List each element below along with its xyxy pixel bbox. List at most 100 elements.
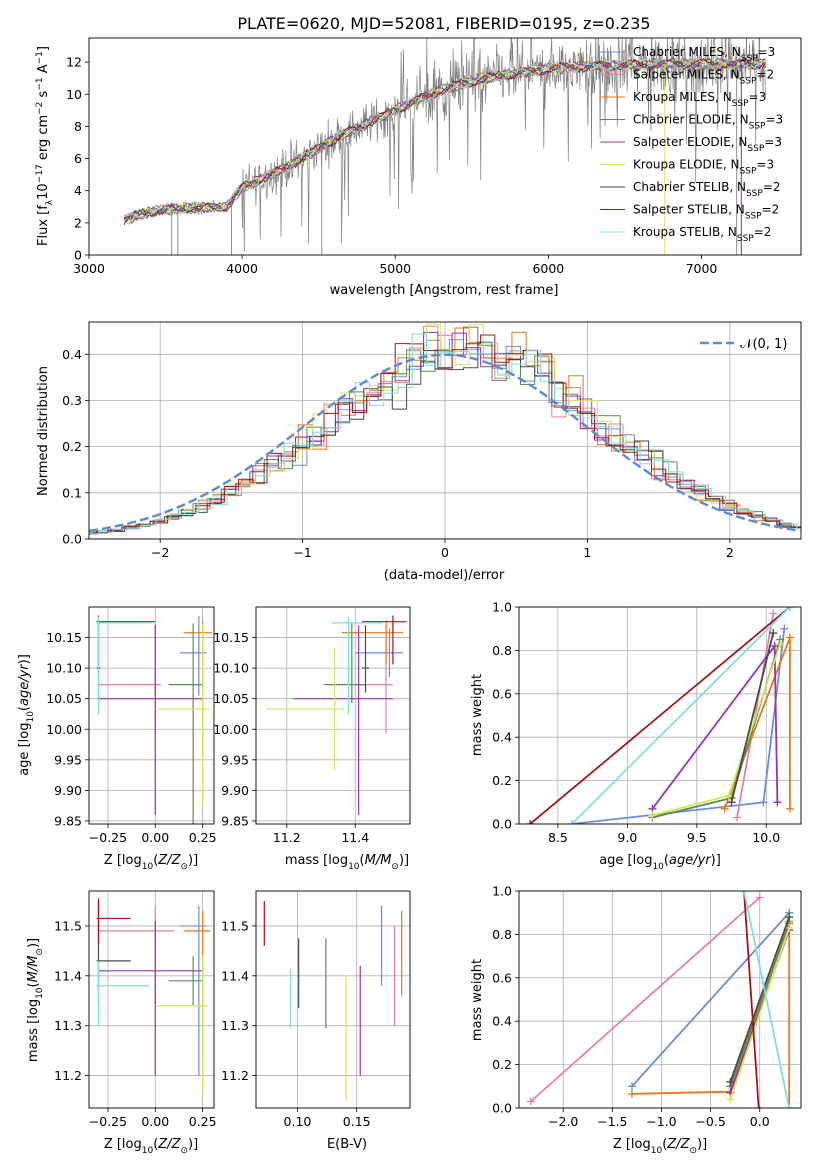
gaussian-curve [89,353,799,533]
y-tick-label: 1.0 [492,600,512,615]
y-tick-label: 10.00 [46,722,82,737]
marker [785,913,794,922]
errorbar-salpeter-elodie [98,920,203,1076]
x-tick-label: 4000 [226,261,258,276]
x-tick-label: 8.5 [548,830,568,845]
y-tick-label: 1.0 [492,884,512,899]
y-tick-label: 0.4 [62,347,82,362]
marker [648,811,657,820]
marker [780,624,789,633]
y-tick-label: 9.90 [221,783,249,798]
legend-label: Kroupa STELIB, NSSP=2 [633,225,771,244]
y-axis-label: age [log10(age/yr)] [17,654,36,776]
figure-title: PLATE=0620, MJD=52081, FIBERID=0195, z=0… [237,14,650,33]
marker [727,798,736,807]
marker [785,1104,794,1108]
y-axis-label: mass weight [470,674,485,756]
y-tick-label: 9.85 [221,813,249,828]
x-tick-label: −0.25 [89,830,127,845]
marker [627,1089,636,1098]
hist-kroupa-elodie [89,323,801,535]
axes-frame [88,321,802,540]
y-tick-label: 9.85 [54,813,82,828]
panel-spectrum: 3000 4000 5000 6000 7000 0 2 4 6 8 10 12 Chabrier MI… [35,37,802,298]
x-tick-label: 0 [441,545,449,560]
axes-frame [518,606,802,825]
y-tick-label: 0.3 [62,393,82,408]
y-tick-label: 0 [74,248,82,263]
x-tick-label: 0.00 [141,1114,169,1129]
y-tick-label: 9.90 [54,783,82,798]
y-tick-label: 0.6 [492,686,512,701]
marker [770,642,779,651]
marker [733,813,742,822]
legend-label: 𝒩(0, 1) [740,337,787,352]
x-tick-label: 10.0 [752,830,780,845]
y-tick-label: 11.3 [54,1018,82,1033]
x-tick-label: −2.0 [548,1114,578,1129]
marker [785,633,794,642]
plot-area [266,615,407,815]
y-tick-label: 9.95 [221,752,249,767]
errorbar-kroupa-stelib [96,616,152,715]
y-tick-label: 10.15 [46,630,82,645]
x-axis-label: Z [log10(Z/Z⊙)] [104,1137,198,1156]
y-tick-label: 0.0 [492,1101,512,1116]
plot-area [96,615,213,824]
y-tick-label: 11.2 [221,1068,249,1083]
marker [724,791,733,800]
y-tick-label: 0.4 [492,730,512,745]
y-tick-label: 10.15 [213,630,249,645]
x-axis-label: (data-model)/error [384,568,505,583]
panel-mass-vs-EBV: 0.10 0.15 11.2 11.3 11.4 11.5 E(B-V) [221,890,411,1152]
y-tick-label: 0.0 [492,817,512,832]
axes-frame [255,606,411,825]
x-axis-label: mass [log10(M/M⊙)] [285,853,409,872]
x-axis-label: E(B-V) [327,1137,367,1152]
marker [726,1095,735,1104]
marker [755,893,764,902]
legend-label: Chabrier ELODIE, NSSP=3 [633,113,783,132]
panel-residuals: −2 −1 0 1 2 0.0 0.1 0.2 0.3 0.4 𝒩(0, 1) (data-model… [36,321,802,583]
hist-chabrier-stelib [89,341,801,535]
y-tick-label: 12 [66,55,82,70]
y-tick-label: 0.2 [492,1057,512,1072]
y-tick-label: 10.05 [46,691,82,706]
marker [726,1077,735,1086]
weight-line-chabrier-stelib [727,629,778,807]
y-tick-label: 11.4 [221,968,249,983]
plot-area [526,607,794,824]
x-tick-label: 0.25 [189,1114,217,1129]
y-tick-label: 10.10 [213,661,249,676]
x-tick-label: 9.0 [617,830,637,845]
errorbar-salpeter-stelib [362,615,407,665]
y-tick-label: 0.2 [492,773,512,788]
legend-label: Kroupa MILES, NSSP=3 [633,90,766,109]
hist-kroupa-stelib [89,333,801,535]
axes-frame [88,890,215,1109]
x-axis-label: Z [log10(Z/Z⊙)] [613,1137,707,1156]
axes-frame [88,606,215,825]
y-tick-label: 0.6 [492,970,512,985]
errorbar-chabrier-elodie [168,623,203,824]
panel-mass-vs-Z: −0.25 0.00 0.25 11.2 11.3 11.4 11.5 Z [log10(Z/… [26,890,217,1156]
marker [773,798,782,807]
weight-line-chabrier-miles [627,908,794,1091]
marker [567,820,576,824]
axes-frame [88,37,802,256]
errorbar-chabrier-miles [179,905,207,1076]
errorbar-chabrier-stelib [362,625,369,693]
marker [785,923,794,932]
y-tick-label: 0.0 [62,532,82,547]
model-line-kroupa-stelib [124,58,766,218]
x-tick-label: −2 [151,545,169,560]
y-axis-label: Flux [fλ10−17 erg cm−2 s−1 A−1] [35,46,55,246]
errorbar-kroupa-elodie [266,647,345,771]
marker [776,639,785,648]
axes-frame [518,890,802,1109]
x-tick-label: 6000 [532,261,564,276]
plot-area [96,898,211,1096]
marker [627,1082,636,1091]
marker [526,820,535,824]
